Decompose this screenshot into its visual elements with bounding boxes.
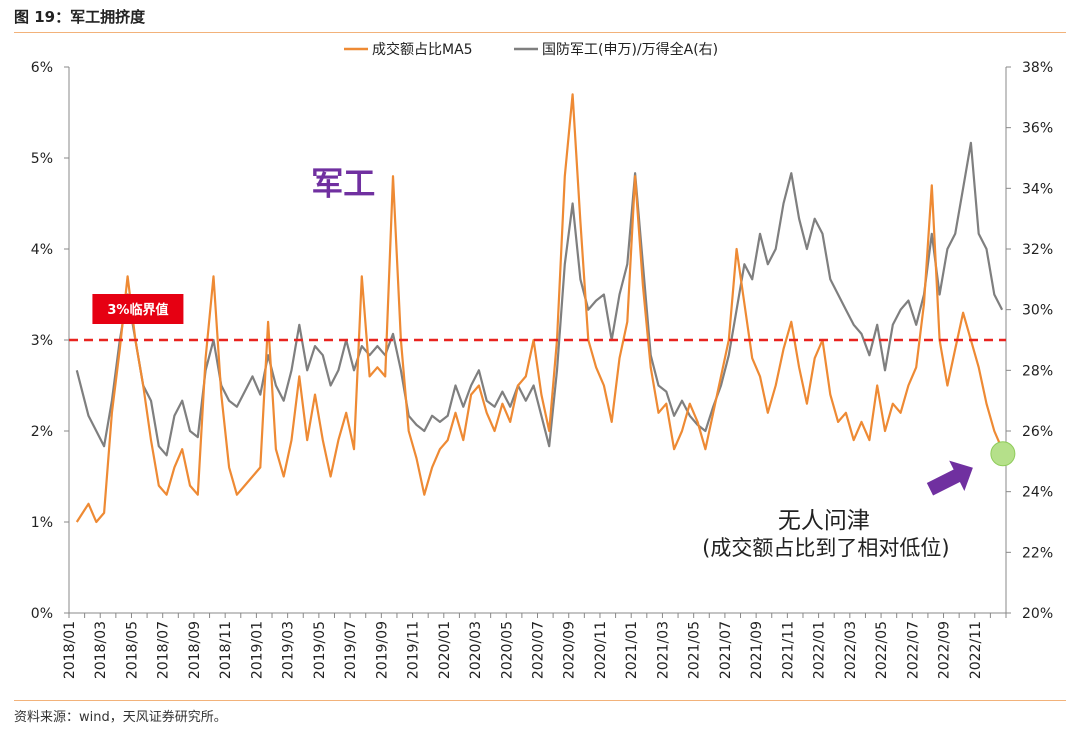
x-tick-label: 2020/11 xyxy=(593,621,609,679)
y-left-tick-label: 5% xyxy=(31,151,53,167)
series-layer xyxy=(75,93,1004,524)
x-tick-label: 2021/03 xyxy=(655,621,671,679)
legend-label-defense-relative: 国防军工(申万)/万得全A(右) xyxy=(542,41,718,58)
y-left-tick-label: 0% xyxy=(31,606,53,622)
x-tick-label: 2022/09 xyxy=(937,621,953,679)
x-tick-label: 2020/07 xyxy=(531,621,547,679)
series-line-defense-relative xyxy=(75,141,1004,457)
x-tick-label: 2018/01 xyxy=(62,621,78,679)
x-tick-label: 2021/11 xyxy=(780,621,796,679)
y-left-tick-label: 1% xyxy=(31,515,53,531)
x-tick-label: 2018/03 xyxy=(93,621,109,679)
axes: 0% 1% 2% 3% 4% 5% 6% 20% 22% 24% 26% 28% 30% 32% 34% 36… xyxy=(31,60,1053,679)
x-tick-label: 2021/05 xyxy=(687,621,703,679)
y-right-tick-label: 36% xyxy=(1022,121,1053,137)
y-right-tick-label: 30% xyxy=(1022,303,1053,319)
x-tick-label: 2021/09 xyxy=(749,621,765,679)
x-tick-label: 2019/01 xyxy=(249,621,265,679)
x-tick-label: 2021/01 xyxy=(624,621,640,679)
legend: 成交额占比MA5 国防军工(申万)/万得全A(右) xyxy=(344,41,718,58)
x-tick-label: 2022/01 xyxy=(812,621,828,679)
x-tick-label: 2019/07 xyxy=(343,621,359,679)
chart: 0% 1% 2% 3% 4% 5% 6% 20% 22% 24% 26% 28% 30% 32% 34% 36… xyxy=(31,41,1053,679)
arrow-shape xyxy=(926,460,973,496)
y-right-tick-label: 24% xyxy=(1022,485,1053,501)
x-tick-label: 2022/07 xyxy=(905,621,921,679)
end-marker xyxy=(990,441,1016,467)
x-tick-label: 2022/11 xyxy=(968,621,984,679)
x-tick-label: 2018/11 xyxy=(218,621,234,679)
x-tick-label: 2019/09 xyxy=(374,621,390,679)
y-right-tick-label: 38% xyxy=(1022,60,1053,76)
series-line-turnover-ma5 xyxy=(75,93,1004,524)
y-left-tick-label: 3% xyxy=(31,333,53,349)
pointer-arrow xyxy=(926,460,973,496)
note-line-2: (成交额占比到了相对低位) xyxy=(702,536,949,560)
y-left-tick-label: 2% xyxy=(31,424,53,440)
x-tick-label: 2020/01 xyxy=(437,621,453,679)
x-tick-label: 2018/09 xyxy=(187,621,203,679)
x-tick-label: 2018/07 xyxy=(156,621,172,679)
figure-title: 图 19：军工拥挤度 xyxy=(14,8,146,26)
x-tick-label: 2022/03 xyxy=(843,621,859,679)
x-tick-label: 2019/11 xyxy=(406,621,422,679)
x-tick-label: 2022/05 xyxy=(874,621,890,679)
x-tick-label: 2019/03 xyxy=(281,621,297,679)
y-right-tick-label: 20% xyxy=(1022,606,1053,622)
note-line-1: 无人问津 xyxy=(778,508,870,534)
y-left-tick-label: 4% xyxy=(31,242,53,258)
x-tick-label: 2020/09 xyxy=(562,621,578,679)
x-tick-label: 2018/05 xyxy=(124,621,140,679)
legend-label-turnover-ma5: 成交额占比MA5 xyxy=(372,41,473,58)
x-tick-label: 2019/05 xyxy=(312,621,328,679)
x-tick-label: 2020/03 xyxy=(468,621,484,679)
y-left-tick-label: 6% xyxy=(31,60,53,76)
x-tick-label: 2021/07 xyxy=(718,621,734,679)
bottom-rule xyxy=(14,700,1066,701)
top-rule xyxy=(14,32,1066,33)
y-right-tick-label: 34% xyxy=(1022,181,1053,197)
sector-label: 军工 xyxy=(311,164,375,202)
threshold-label: 3%临界值 xyxy=(107,302,168,318)
threshold-label-box xyxy=(92,294,184,324)
y-right-tick-label: 22% xyxy=(1022,545,1053,561)
source-note: 资料来源：wind，天风证券研究所。 xyxy=(14,710,227,725)
y-right-tick-label: 32% xyxy=(1022,242,1053,258)
x-tick-label: 2020/05 xyxy=(499,621,515,679)
y-right-tick-label: 28% xyxy=(1022,363,1053,379)
y-right-tick-label: 26% xyxy=(1022,424,1053,440)
